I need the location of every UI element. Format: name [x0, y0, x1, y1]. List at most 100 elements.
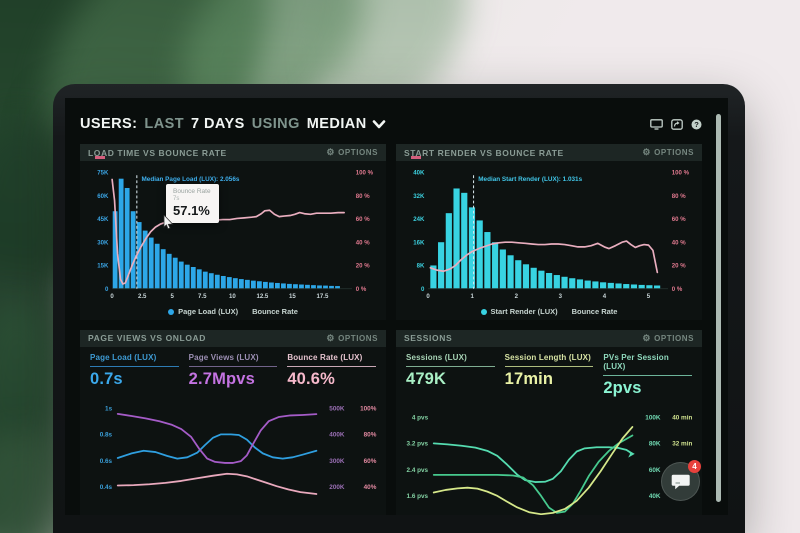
svg-text:40%: 40%	[364, 484, 377, 491]
chart-load-time-vs-bounce-rate[interactable]: 75K 60K 45K 30K 15K 0 100 % 80 % 60 % 40 % 20 % 0 %…	[80, 161, 386, 306]
svg-text:0: 0	[421, 286, 425, 293]
svg-text:7.5: 7.5	[198, 293, 207, 300]
svg-text:40 %: 40 %	[356, 239, 370, 246]
svg-text:16K: 16K	[413, 239, 425, 246]
svg-text:?: ?	[694, 120, 699, 129]
options-label: OPTIONS	[654, 333, 694, 343]
svg-text:4 pvs: 4 pvs	[412, 414, 429, 421]
legend-item-line[interactable]: Bounce Rate	[95, 156, 298, 316]
scrollbar[interactable]	[716, 114, 721, 502]
svg-text:20 %: 20 %	[356, 263, 370, 270]
header-segment-users: USERS:	[80, 116, 138, 132]
tooltip-title: Bounce Rate	[173, 188, 211, 195]
header-segment-days: 7 DAYS	[191, 116, 245, 132]
hover-tooltip: Bounce Rate 7s 57.1%	[163, 184, 219, 230]
svg-text:200K: 200K	[329, 484, 345, 491]
svg-text:0 %: 0 %	[672, 286, 683, 293]
svg-text:12.5: 12.5	[256, 293, 268, 300]
svg-text:32K: 32K	[413, 193, 425, 200]
monitor-icon[interactable]	[650, 118, 663, 130]
header-icons: ?	[650, 118, 702, 130]
svg-text:20 %: 20 %	[672, 263, 686, 270]
legend-dot-icon	[480, 308, 487, 315]
options-button[interactable]: ⚙ OPTIONS	[326, 147, 378, 158]
chart-page-views-vs-onload[interactable]: 1s 0.8s 0.6s 0.4s 500K 400K 300K 200K 100% 80% 60%…	[80, 391, 386, 506]
svg-text:24K: 24K	[413, 216, 425, 223]
svg-text:3: 3	[559, 293, 563, 300]
legend-dot-icon	[168, 308, 175, 315]
svg-text:100%: 100%	[360, 405, 377, 412]
panel-start-render: START RENDER VS BOUNCE RATE ⚙ OPTIONS 40…	[396, 144, 702, 320]
chevron-down-icon[interactable]	[372, 119, 386, 129]
header-segment-median: MEDIAN	[306, 116, 367, 132]
svg-text:15K: 15K	[97, 263, 109, 270]
svg-text:45K: 45K	[97, 216, 109, 223]
svg-text:40K: 40K	[413, 170, 425, 177]
svg-text:80 %: 80 %	[672, 193, 686, 200]
header-segment-using: USING	[251, 116, 300, 132]
gear-icon: ⚙	[642, 332, 652, 343]
share-icon[interactable]	[671, 118, 683, 130]
chart-sessions[interactable]: 4 pvs 3.2 pvs 2.4 pvs 1.6 pvs 100K 80K 60K 40K 4…	[396, 400, 702, 515]
legend-item-bars[interactable]: Start Render (LUX)	[480, 307, 558, 316]
legend-line-icon	[95, 156, 105, 159]
metric-page-load[interactable]: Page Load (LUX) 0.7s	[90, 353, 179, 390]
metric-bounce-rate[interactable]: Bounce Rate (LUX) 40.6%	[287, 353, 376, 390]
svg-text:8K: 8K	[417, 263, 425, 270]
svg-text:0: 0	[110, 293, 114, 300]
panel-load-time: LOAD TIME VS BOUNCE RATE ⚙ OPTIONS 75K 60…	[80, 144, 386, 320]
svg-text:100 %: 100 %	[672, 170, 690, 177]
dashboard-header: USERS: LAST 7 DAYS USING MEDIAN ?	[80, 110, 702, 138]
legend-item-bars[interactable]: Page Load (LUX)	[168, 307, 238, 316]
svg-text:0: 0	[105, 286, 109, 293]
svg-text:80K: 80K	[649, 441, 661, 448]
header-segment-last: LAST	[144, 116, 185, 132]
chart-start-render-vs-bounce-rate[interactable]: 40K 32K 24K 16K 8K 0 100 % 80 % 60 % 40 % 20 % 0 % 0…	[396, 161, 702, 306]
gear-icon: ⚙	[326, 332, 336, 343]
svg-text:17.5: 17.5	[317, 293, 329, 300]
panel-grid: LOAD TIME VS BOUNCE RATE ⚙ OPTIONS 75K 60…	[80, 144, 702, 515]
svg-text:75K: 75K	[97, 170, 109, 177]
svg-text:2.5: 2.5	[138, 293, 147, 300]
svg-text:1s: 1s	[105, 405, 113, 412]
options-label: OPTIONS	[338, 333, 378, 343]
svg-text:1: 1	[470, 293, 474, 300]
legend-item-line[interactable]: Bounce Rate	[411, 156, 617, 316]
svg-text:2.4 pvs: 2.4 pvs	[407, 467, 429, 474]
svg-text:32 min: 32 min	[672, 441, 692, 448]
svg-text:5: 5	[647, 293, 651, 300]
panel-sessions: SESSIONS ⚙ OPTIONS Sessions (LUX) 479K	[396, 329, 702, 515]
chart-legend: Page Load (LUX) Bounce Rate	[80, 156, 386, 320]
svg-text:400K: 400K	[329, 432, 345, 439]
metric-sessions[interactable]: Sessions (LUX) 479K	[406, 353, 495, 399]
svg-text:60%: 60%	[364, 458, 377, 465]
chat-button[interactable]: 4	[661, 460, 701, 501]
options-button[interactable]: ⚙ OPTIONS	[642, 332, 694, 343]
mouse-cursor-icon	[163, 213, 174, 234]
svg-text:40 %: 40 %	[672, 239, 686, 246]
options-label: OPTIONS	[338, 148, 378, 157]
chat-bubble-icon	[671, 474, 690, 490]
panel-title: SESSIONS	[404, 333, 453, 344]
metric-page-views[interactable]: Page Views (LUX) 2.7Mpvs	[188, 353, 278, 390]
metric-pvs-per-session[interactable]: PVs Per Session (LUX) 2pvs	[603, 353, 692, 399]
gear-icon: ⚙	[326, 147, 336, 157]
svg-text:40K: 40K	[649, 493, 661, 500]
svg-text:80%: 80%	[364, 432, 377, 439]
svg-text:100K: 100K	[645, 414, 661, 421]
svg-text:100 %: 100 %	[356, 170, 374, 177]
svg-text:Median Page Load (LUX): 2.056s: Median Page Load (LUX): 2.056s	[142, 176, 240, 183]
panel-title: LOAD TIME VS BOUNCE RATE	[88, 147, 227, 158]
options-button[interactable]: ⚙ OPTIONS	[642, 148, 694, 158]
metric-session-length[interactable]: Session Length (LUX) 17min	[504, 353, 594, 399]
svg-text:60K: 60K	[649, 467, 661, 474]
svg-text:0.8s: 0.8s	[100, 432, 113, 439]
svg-text:30K: 30K	[97, 239, 109, 246]
svg-text:3.2 pvs: 3.2 pvs	[407, 441, 429, 448]
chart-legend: Start Render (LUX) Bounce Rate	[396, 156, 702, 320]
help-icon[interactable]: ?	[691, 119, 702, 130]
panel-title: PAGE VIEWS VS ONLOAD	[88, 333, 207, 344]
svg-text:2: 2	[515, 293, 519, 300]
svg-text:10: 10	[229, 293, 236, 300]
options-button[interactable]: ⚙ OPTIONS	[326, 332, 378, 343]
